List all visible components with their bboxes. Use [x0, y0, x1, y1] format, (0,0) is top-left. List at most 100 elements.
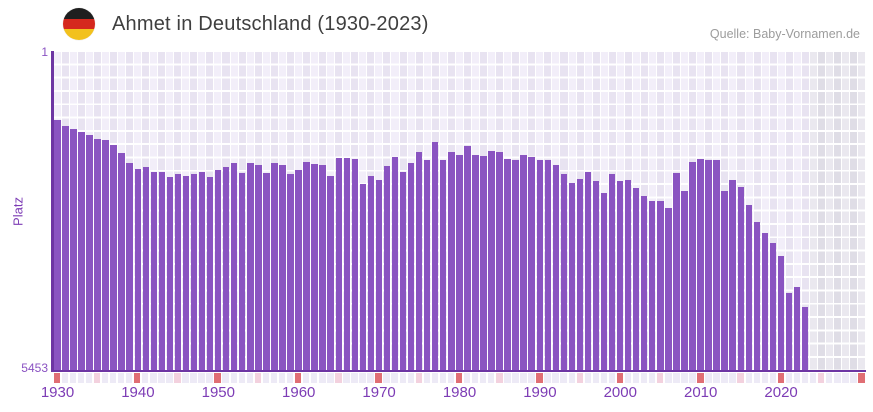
rank-bar-1975[interactable]: [415, 151, 423, 370]
year-marker-1961: [302, 373, 310, 383]
rank-bar-2017[interactable]: [753, 222, 760, 370]
rank-bar-1981[interactable]: [464, 146, 471, 370]
rank-bar-2010[interactable]: [697, 158, 704, 370]
rank-bar-1956[interactable]: [263, 172, 270, 370]
rank-bar-2014[interactable]: [729, 179, 736, 370]
rank-bar-1982[interactable]: [472, 154, 479, 370]
rank-bar-1959[interactable]: [287, 173, 294, 370]
rank-bar-1974[interactable]: [407, 162, 415, 370]
rank-bar-1977[interactable]: [432, 141, 439, 370]
rank-bar-1962[interactable]: [311, 163, 318, 370]
rank-bar-1933[interactable]: [78, 131, 85, 370]
rank-bar-1935[interactable]: [94, 139, 101, 370]
y-axis-top-tick: 1: [41, 45, 48, 59]
x-tick-1930: 1930: [40, 384, 75, 401]
rank-bar-2007[interactable]: [673, 172, 680, 370]
rank-bar-1954[interactable]: [247, 162, 254, 370]
rank-bar-1990[interactable]: [536, 160, 543, 370]
rank-bar-1994[interactable]: [568, 182, 576, 370]
rank-bar-1945[interactable]: [174, 174, 182, 370]
rank-bar-1999[interactable]: [608, 174, 616, 370]
rank-bar-1941[interactable]: [142, 166, 149, 370]
rank-bar-2018[interactable]: [761, 233, 769, 370]
rank-bar-1955[interactable]: [255, 164, 262, 370]
rank-bar-1939[interactable]: [126, 162, 133, 370]
rank-bar-1952[interactable]: [231, 162, 238, 370]
rank-bar-1979[interactable]: [448, 152, 455, 370]
rank-bar-1992[interactable]: [552, 164, 560, 370]
rank-bar-1966[interactable]: [343, 158, 350, 370]
rank-bar-1938[interactable]: [118, 152, 125, 370]
rank-bar-1936[interactable]: [102, 140, 109, 370]
rank-bar-1932[interactable]: [70, 128, 77, 370]
rank-bar-1950[interactable]: [214, 169, 222, 370]
rank-bar-1958[interactable]: [279, 164, 286, 370]
rank-bar-1949[interactable]: [206, 176, 214, 370]
rank-bar-1980[interactable]: [456, 154, 463, 370]
rank-bar-2003[interactable]: [641, 196, 648, 370]
rank-bar-1968[interactable]: [359, 184, 367, 370]
rank-bar-2023[interactable]: [801, 307, 809, 370]
rank-bar-1987[interactable]: [512, 159, 519, 370]
rank-bar-1971[interactable]: [383, 166, 391, 370]
rank-bar-1988[interactable]: [520, 154, 527, 370]
rank-bar-1937[interactable]: [110, 144, 117, 370]
rank-bar-1942[interactable]: [150, 171, 158, 370]
rank-bar-2000[interactable]: [616, 181, 624, 370]
rank-bar-1984[interactable]: [488, 150, 495, 370]
rank-bar-1973[interactable]: [399, 171, 407, 370]
rank-bar-1947[interactable]: [190, 173, 198, 370]
rank-bar-1946[interactable]: [182, 176, 190, 370]
rank-bar-2009[interactable]: [689, 162, 696, 370]
year-marker-2019: [769, 373, 777, 383]
rank-bar-1953[interactable]: [239, 172, 246, 370]
rank-bar-2001[interactable]: [624, 179, 632, 370]
rank-bar-1986[interactable]: [504, 158, 511, 370]
rank-bar-1972[interactable]: [391, 156, 399, 370]
rank-bar-1991[interactable]: [544, 160, 551, 370]
year-marker-1970: [375, 373, 382, 383]
rank-bar-1998[interactable]: [600, 192, 608, 370]
rank-bar-1983[interactable]: [480, 155, 487, 370]
rank-bar-1961[interactable]: [303, 162, 310, 370]
rank-bar-2002[interactable]: [632, 187, 640, 370]
rank-bar-1940[interactable]: [134, 168, 141, 370]
rank-bar-1993[interactable]: [560, 174, 568, 370]
rank-bar-2008[interactable]: [681, 190, 688, 370]
rank-bar-1943[interactable]: [158, 172, 166, 370]
rank-bar-1970[interactable]: [375, 179, 383, 370]
rank-bar-2016[interactable]: [745, 205, 752, 370]
rank-bar-1989[interactable]: [528, 156, 535, 370]
rank-bar-2012[interactable]: [713, 159, 720, 370]
rank-bar-1930[interactable]: [54, 119, 61, 370]
rank-bar-2022[interactable]: [793, 287, 801, 370]
rank-bar-2020[interactable]: [777, 255, 785, 370]
rank-bar-2011[interactable]: [705, 160, 712, 370]
rank-bar-1965[interactable]: [335, 157, 342, 370]
year-marker-1997: [592, 373, 600, 383]
rank-bar-1934[interactable]: [86, 134, 93, 370]
rank-bar-1944[interactable]: [166, 176, 174, 370]
rank-bar-1960[interactable]: [295, 169, 302, 370]
rank-bar-2006[interactable]: [665, 208, 672, 370]
rank-bar-1969[interactable]: [367, 175, 375, 370]
rank-bar-1948[interactable]: [198, 171, 206, 370]
rank-bar-2019[interactable]: [769, 242, 777, 370]
rank-bar-1931[interactable]: [62, 126, 69, 370]
rank-bar-2021[interactable]: [785, 293, 793, 370]
rank-bar-1997[interactable]: [592, 181, 600, 370]
rank-bar-1976[interactable]: [423, 160, 431, 370]
rank-bar-1995[interactable]: [576, 178, 584, 370]
rank-bar-1978[interactable]: [440, 159, 447, 370]
rank-bar-1964[interactable]: [327, 175, 334, 370]
rank-bar-2015[interactable]: [737, 187, 744, 370]
rank-bar-1957[interactable]: [271, 162, 278, 370]
rank-bar-1967[interactable]: [351, 159, 359, 370]
rank-bar-1951[interactable]: [222, 166, 230, 370]
rank-bar-1985[interactable]: [496, 151, 503, 370]
rank-bar-2005[interactable]: [657, 200, 664, 370]
rank-bar-1996[interactable]: [584, 171, 592, 370]
rank-bar-1963[interactable]: [319, 164, 326, 370]
rank-bar-2004[interactable]: [649, 200, 656, 370]
rank-bar-2013[interactable]: [721, 191, 728, 370]
